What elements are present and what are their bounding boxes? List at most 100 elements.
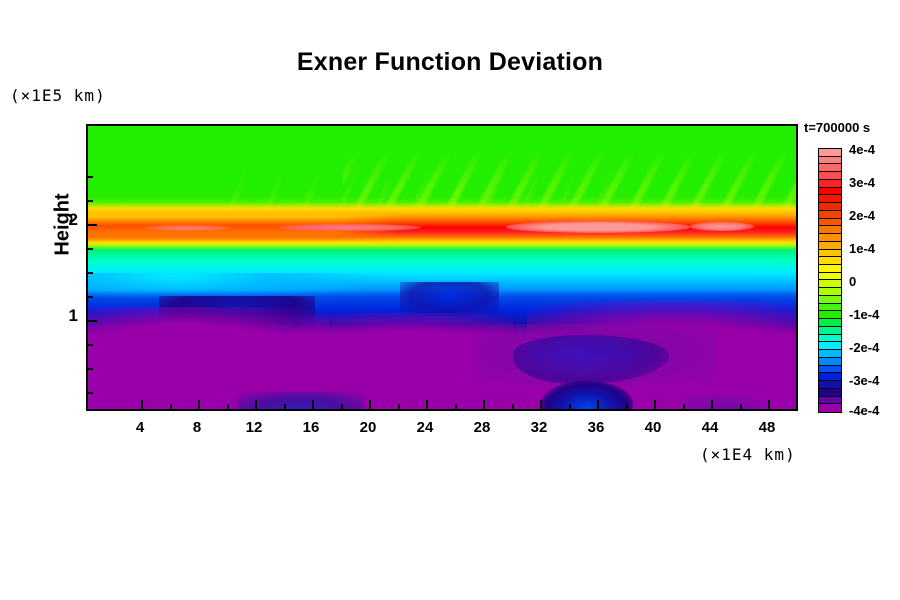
colorbar-tick-label: 2e-4 bbox=[849, 208, 876, 223]
x-tick-minor bbox=[683, 404, 685, 409]
jet-core-pink-right bbox=[689, 221, 754, 231]
colorbar-segment bbox=[819, 241, 841, 250]
x-tick-label: 36 bbox=[587, 419, 605, 436]
colorbar-tick-label: -1e-4 bbox=[849, 307, 880, 322]
x-tick bbox=[141, 400, 143, 409]
page-title: Exner Function Deviation bbox=[296, 48, 604, 76]
x-tick-label: 32 bbox=[530, 419, 548, 436]
purple-ridge-left bbox=[88, 307, 329, 353]
colorbar-segment bbox=[819, 226, 841, 235]
colorbar-segment bbox=[819, 234, 841, 242]
colorbar-segment bbox=[819, 350, 841, 358]
blue-smudge-bottom-left bbox=[236, 392, 365, 409]
y-tick-label: 2 bbox=[68, 210, 78, 229]
colorbar-segment bbox=[819, 365, 841, 374]
x-tick-minor bbox=[227, 404, 229, 409]
x-tick-minor bbox=[398, 404, 400, 409]
colorbar-segment bbox=[819, 295, 841, 304]
x-tick bbox=[369, 400, 371, 409]
colorbar-segment bbox=[819, 195, 841, 204]
blue-pocket-right-halo bbox=[477, 324, 719, 387]
jet-core-pink-mid bbox=[279, 223, 421, 232]
colorbar-segment bbox=[819, 249, 841, 258]
x-tick bbox=[198, 400, 200, 409]
y-tick-minor bbox=[88, 344, 93, 346]
colorbar-time-label: t=700000 s bbox=[804, 120, 871, 135]
x-tick bbox=[426, 400, 428, 409]
x-tick-minor bbox=[455, 404, 457, 409]
colorbar-segment bbox=[819, 342, 841, 351]
colorbar bbox=[818, 148, 842, 413]
colorbar-segment bbox=[819, 373, 841, 382]
colorbar-segment bbox=[819, 156, 841, 165]
x-tick-label: 48 bbox=[758, 419, 776, 436]
y-tick-minor bbox=[88, 248, 93, 250]
y-tick bbox=[88, 320, 97, 322]
colorbar-segment bbox=[819, 326, 841, 335]
blue-dip-center bbox=[399, 281, 499, 316]
x-tick bbox=[483, 400, 485, 409]
y-tick bbox=[88, 224, 97, 226]
x-tick-label: 28 bbox=[473, 419, 491, 436]
jet-core-pink-left bbox=[144, 225, 230, 232]
colorbar-tick-label: 4e-4 bbox=[849, 142, 876, 157]
contour-plot-area bbox=[86, 124, 798, 411]
colorbar-segment bbox=[819, 288, 841, 296]
y-tick-label: 1 bbox=[68, 306, 78, 325]
colorbar-tick-label: -4e-4 bbox=[849, 403, 880, 418]
y-tick-minor bbox=[88, 272, 93, 274]
colorbar-segment bbox=[819, 257, 841, 266]
colorbar-segment bbox=[819, 388, 841, 397]
colorbar-segment bbox=[819, 265, 841, 273]
y-tick-minor bbox=[88, 176, 93, 178]
colorbar-segment bbox=[819, 203, 841, 211]
x-axis-unit-label: (×1E4 km) bbox=[700, 445, 796, 464]
x-tick-minor bbox=[626, 404, 628, 409]
x-tick-label: 20 bbox=[359, 419, 377, 436]
colorbar-segment bbox=[819, 210, 841, 219]
x-tick-label: 16 bbox=[302, 419, 320, 436]
x-tick-label: 24 bbox=[416, 419, 434, 436]
x-tick bbox=[540, 400, 542, 409]
colorbar-tick-label: -2e-4 bbox=[849, 340, 880, 355]
colorbar-tick-label: 3e-4 bbox=[849, 175, 876, 190]
x-tick bbox=[654, 400, 656, 409]
colorbar-segment bbox=[819, 149, 841, 157]
x-tick bbox=[711, 400, 713, 409]
x-tick-label: 8 bbox=[192, 419, 202, 436]
x-tick bbox=[597, 400, 599, 409]
x-tick-label: 12 bbox=[245, 419, 263, 436]
colorbar-segment bbox=[819, 404, 841, 412]
colorbar-segment bbox=[819, 311, 841, 320]
y-tick-minor bbox=[88, 368, 93, 370]
x-tick-minor bbox=[740, 404, 742, 409]
x-tick-minor bbox=[284, 404, 286, 409]
y-tick-minor bbox=[88, 200, 93, 202]
x-tick-label: 44 bbox=[701, 419, 719, 436]
x-tick-minor bbox=[170, 404, 172, 409]
colorbar-segment bbox=[819, 319, 841, 327]
y-tick-minor bbox=[88, 392, 93, 394]
y-axis-unit-label: (×1E5 km) bbox=[10, 86, 106, 105]
colorbar-segment bbox=[819, 381, 841, 389]
x-tick-label: 4 bbox=[135, 419, 145, 436]
x-tick bbox=[768, 400, 770, 409]
colorbar-segment bbox=[819, 179, 841, 188]
colorbar-segment bbox=[819, 218, 841, 227]
x-tick bbox=[312, 400, 314, 409]
colorbar-segment bbox=[819, 396, 841, 405]
x-tick-label: 40 bbox=[644, 419, 662, 436]
x-tick-minor bbox=[341, 404, 343, 409]
y-tick-minor bbox=[88, 296, 93, 298]
colorbar-tick-label: -3e-4 bbox=[849, 373, 880, 388]
blue-smudge-bottom-right bbox=[682, 394, 761, 409]
colorbar-segment bbox=[819, 280, 841, 289]
colorbar-segment bbox=[819, 164, 841, 173]
x-tick-minor bbox=[569, 404, 571, 409]
colorbar-tick-label: 1e-4 bbox=[849, 241, 876, 256]
colorbar-segment bbox=[819, 334, 841, 343]
x-tick bbox=[255, 400, 257, 409]
colorbar-segment bbox=[819, 172, 841, 180]
colorbar-segment bbox=[819, 187, 841, 196]
